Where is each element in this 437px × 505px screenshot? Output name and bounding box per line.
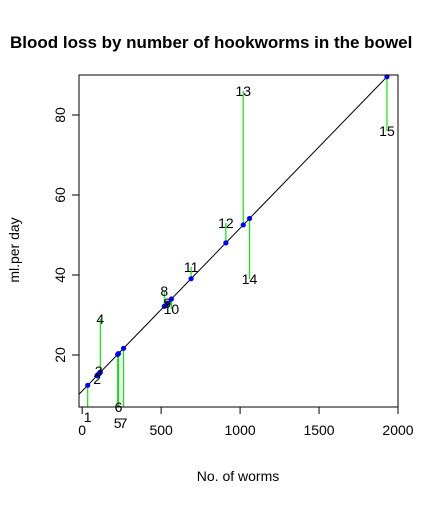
x-tick-label: 500 [149,422,173,438]
axes: 0 500 1000 1500 2000 20 40 60 80 [52,74,414,438]
y-tick-label: 40 [52,267,68,283]
fitted-point [168,296,174,302]
point-label: 15 [379,123,395,139]
fitted-point [85,382,91,388]
x-tick-label: 1500 [303,422,334,438]
point-label: 14 [242,271,258,287]
point-label: 12 [218,215,234,231]
plot-frame [78,74,399,408]
fit-line [79,75,390,395]
point-label: 5 [114,415,122,431]
point-label: 2 [93,371,101,387]
x-tick-label: 0 [78,422,86,438]
fitted-point [97,369,103,375]
fitted-point [223,240,229,246]
fitted-point [188,276,194,282]
point-label: 8 [160,283,168,299]
point-label: 9 [164,295,172,311]
y-tick-label: 60 [52,187,68,203]
point-label: 3 [95,363,103,379]
fitted-point [246,215,253,222]
point-label: 7 [120,415,128,431]
point-label: 1 [84,409,92,425]
x-axis-label: No. of worms [197,468,279,484]
y-axis-label: ml.per day [6,217,22,282]
point-label: 10 [164,301,180,317]
x-tick-label: 2000 [382,422,413,438]
y-tick-label: 20 [52,347,68,363]
chart-title: Blood loss by number of hookworms in the… [10,33,412,52]
fitted-point [161,303,167,309]
fitted-point [120,345,127,351]
point-label: 4 [96,311,104,327]
x-tick-label: 1000 [225,422,256,438]
point-label: 13 [235,83,251,99]
fitted-point [164,300,171,306]
fitted-point [240,222,246,228]
point-label: 11 [184,259,199,275]
y-tick-label: 80 [52,107,68,123]
fitted-point [115,350,122,357]
